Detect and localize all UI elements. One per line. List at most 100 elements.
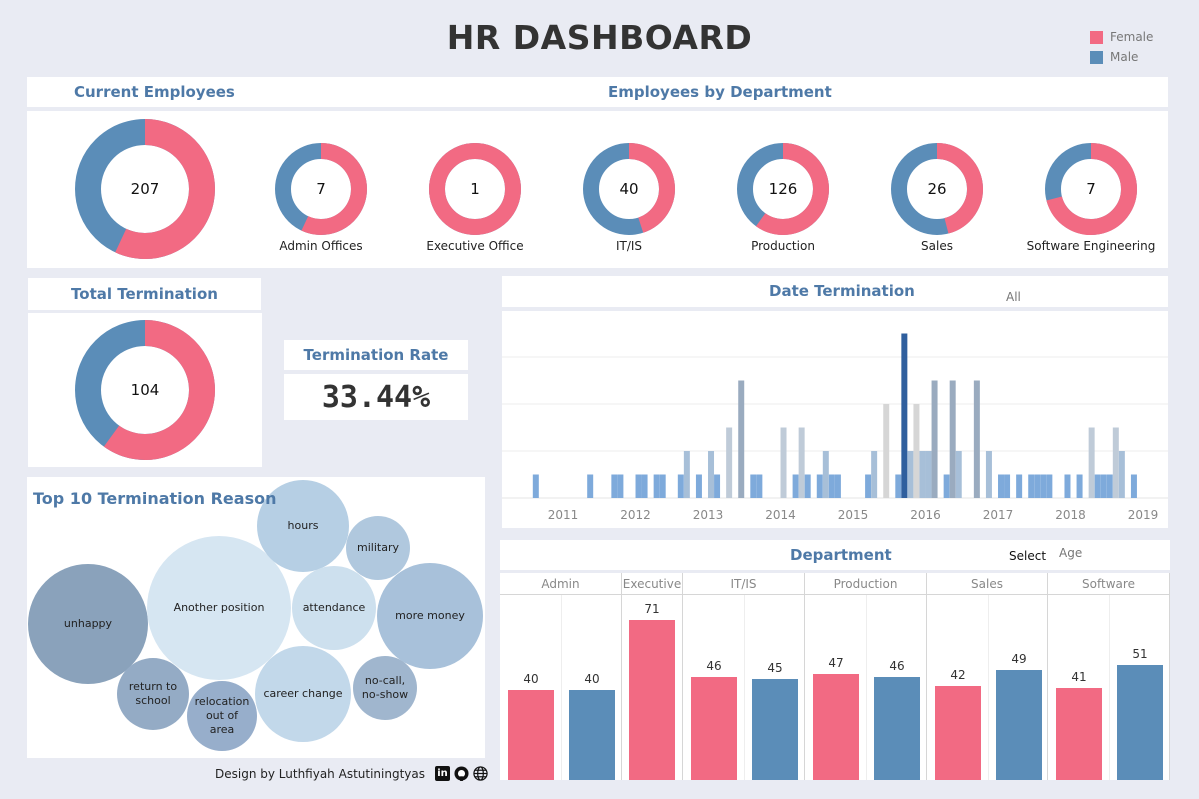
termination-bar[interactable]: [949, 380, 956, 499]
termination-bar[interactable]: [973, 380, 980, 499]
termination-bar[interactable]: [822, 451, 829, 498]
department-donut[interactable]: 7: [1045, 143, 1137, 235]
reason-bubble[interactable]: hours: [257, 480, 349, 572]
reason-bubble[interactable]: unhappy: [28, 564, 148, 684]
department-donut[interactable]: 126: [737, 143, 829, 235]
termination-bar[interactable]: [1046, 474, 1053, 499]
termination-bar[interactable]: [1040, 474, 1047, 499]
termination-bar[interactable]: [943, 474, 950, 499]
termination-bar[interactable]: [677, 474, 684, 499]
globe-icon[interactable]: [473, 766, 488, 781]
department-donut[interactable]: 1: [429, 143, 521, 235]
reason-bubble[interactable]: relocation out of area: [187, 681, 257, 751]
female-segment[interactable]: [301, 143, 367, 235]
termination-bar[interactable]: [955, 451, 962, 498]
termination-bar[interactable]: [532, 474, 539, 499]
female-segment[interactable]: [429, 143, 521, 235]
termination-bar[interactable]: [1064, 474, 1071, 499]
reason-bubble[interactable]: career change: [255, 646, 351, 742]
current-employees-donut[interactable]: 207: [75, 119, 215, 259]
termination-bar[interactable]: [1034, 474, 1041, 499]
female-segment[interactable]: [1046, 143, 1137, 235]
termination-bar[interactable]: [714, 474, 721, 499]
male-bar[interactable]: [1117, 665, 1163, 780]
termination-bar[interactable]: [925, 451, 932, 498]
reason-bubble[interactable]: attendance: [292, 566, 376, 650]
termination-bar[interactable]: [1130, 474, 1137, 499]
date-filter-dropdown[interactable]: All: [1006, 290, 1021, 304]
female-bar[interactable]: [935, 685, 981, 780]
termination-bar[interactable]: [611, 474, 618, 499]
linkedin-icon[interactable]: in: [435, 766, 450, 781]
termination-bar[interactable]: [659, 474, 666, 499]
termination-bar[interactable]: [1004, 474, 1011, 499]
reason-bubble[interactable]: return to school: [117, 658, 189, 730]
termination-bar[interactable]: [738, 380, 745, 499]
termination-bar[interactable]: [834, 474, 841, 499]
termination-bar[interactable]: [641, 474, 648, 499]
female-bar[interactable]: [629, 620, 675, 780]
termination-bar[interactable]: [907, 451, 914, 498]
termination-bar[interactable]: [1094, 474, 1101, 499]
termination-bar[interactable]: [695, 474, 702, 499]
github-icon[interactable]: [454, 766, 469, 781]
reason-bubble[interactable]: no-call, no-show: [353, 656, 417, 720]
termination-bar[interactable]: [683, 451, 690, 498]
legend-female[interactable]: Female: [1090, 27, 1153, 47]
male-bar[interactable]: [996, 669, 1042, 780]
termination-bar[interactable]: [871, 451, 878, 498]
termination-bar[interactable]: [1106, 474, 1113, 499]
total-termination-donut[interactable]: 104: [75, 320, 215, 460]
female-segment[interactable]: [103, 320, 215, 460]
select-dropdown[interactable]: Age: [1059, 546, 1083, 560]
female-bar[interactable]: [813, 674, 859, 780]
male-bar[interactable]: [569, 690, 615, 780]
termination-bar[interactable]: [816, 474, 823, 499]
termination-bar[interactable]: [998, 474, 1005, 499]
reason-bubble[interactable]: more money: [377, 563, 483, 669]
termination-bar[interactable]: [1100, 474, 1107, 499]
termination-bar[interactable]: [1076, 474, 1083, 499]
termination-bar[interactable]: [635, 474, 642, 499]
female-segment[interactable]: [115, 119, 215, 259]
female-segment[interactable]: [755, 143, 829, 235]
termination-bar[interactable]: [1088, 427, 1095, 499]
termination-bar[interactable]: [865, 474, 872, 499]
termination-bar[interactable]: [750, 474, 757, 499]
termination-bar[interactable]: [617, 474, 624, 499]
termination-bar[interactable]: [931, 380, 938, 499]
termination-bar[interactable]: [587, 474, 594, 499]
female-bar[interactable]: [1056, 687, 1102, 780]
termination-bar[interactable]: [985, 451, 992, 498]
termination-bar[interactable]: [780, 427, 787, 499]
termination-bar[interactable]: [1112, 427, 1119, 499]
reason-bubble[interactable]: Another position: [147, 536, 291, 680]
termination-bar[interactable]: [1028, 474, 1035, 499]
termination-bar[interactable]: [756, 474, 763, 499]
reason-bubble[interactable]: military: [346, 516, 410, 580]
female-bar[interactable]: [691, 676, 737, 780]
female-bar[interactable]: [508, 690, 554, 780]
termination-bar[interactable]: [828, 474, 835, 499]
termination-bar[interactable]: [726, 427, 733, 499]
female-segment[interactable]: [628, 143, 675, 233]
termination-bar[interactable]: [804, 474, 811, 499]
termination-bar[interactable]: [919, 451, 926, 498]
legend-male[interactable]: Male: [1090, 47, 1153, 67]
termination-bar[interactable]: [901, 333, 908, 499]
termination-bar[interactable]: [1118, 451, 1125, 498]
termination-bar[interactable]: [708, 451, 715, 498]
termination-bar[interactable]: [913, 404, 920, 498]
department-donut[interactable]: 26: [891, 143, 983, 235]
termination-bar[interactable]: [798, 427, 805, 499]
termination-bar[interactable]: [1016, 474, 1023, 499]
male-bar[interactable]: [874, 676, 920, 780]
department-donut[interactable]: 40: [583, 143, 675, 235]
termination-bar[interactable]: [883, 404, 890, 498]
termination-bar[interactable]: [895, 474, 902, 499]
termination-bar[interactable]: [653, 474, 660, 499]
female-segment[interactable]: [936, 143, 983, 234]
termination-bar[interactable]: [792, 474, 799, 499]
department-donut[interactable]: 7: [275, 143, 367, 235]
male-bar[interactable]: [752, 678, 798, 780]
